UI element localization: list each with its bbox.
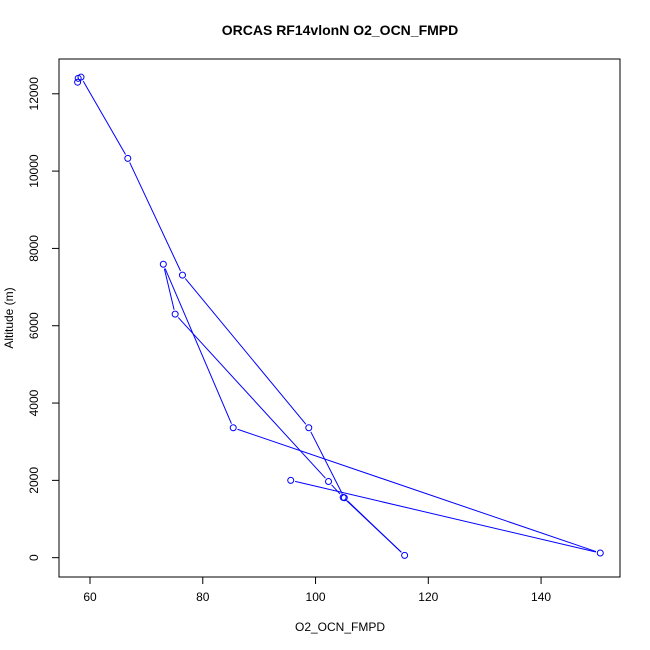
series-segment <box>237 428 597 553</box>
x-axis: 60 80 100 120 140 <box>83 576 551 604</box>
series-segment <box>331 484 341 495</box>
data-point <box>401 551 409 559</box>
chart-title: ORCAS RF14vlonN O2_OCN_FMPD <box>222 22 458 38</box>
data-point <box>77 73 85 81</box>
series-segment <box>129 162 182 272</box>
data-point <box>305 424 313 432</box>
data-point <box>596 549 604 557</box>
y-tick-label: 0 <box>27 554 41 561</box>
data-point <box>159 260 167 268</box>
x-tick-label: 80 <box>196 590 210 604</box>
data-point <box>124 154 132 162</box>
y-tick-label: 10000 <box>27 154 41 188</box>
y-tick-label: 6000 <box>27 312 41 339</box>
x-axis-label: O2_OCN_FMPD <box>295 620 385 634</box>
series-segment <box>164 268 232 424</box>
y-axis-label: Altitude (m) <box>2 287 16 348</box>
data-point <box>171 310 179 318</box>
x-tick-label: 100 <box>306 590 326 604</box>
y-tick-label: 12000 <box>27 77 41 111</box>
series-segment <box>82 80 126 155</box>
data-point <box>325 478 333 486</box>
series-segment <box>294 480 596 553</box>
y-axis: 0 2000 4000 6000 8000 10000 12000 <box>27 77 60 561</box>
y-tick-label: 2000 <box>27 467 41 494</box>
series-segment <box>346 500 402 553</box>
y-tick-label: 4000 <box>27 389 41 416</box>
series-segment <box>163 268 175 310</box>
data-point <box>74 78 82 86</box>
y-tick-label: 8000 <box>27 235 41 262</box>
series-segment <box>184 278 307 425</box>
data-point <box>287 476 295 484</box>
data-point <box>229 424 237 432</box>
series-segment <box>310 431 343 494</box>
x-tick-label: 60 <box>83 590 97 604</box>
x-tick-label: 120 <box>418 590 438 604</box>
series-layer <box>74 73 604 559</box>
data-point <box>178 271 186 279</box>
x-tick-label: 140 <box>531 590 551 604</box>
data-point <box>339 493 347 501</box>
